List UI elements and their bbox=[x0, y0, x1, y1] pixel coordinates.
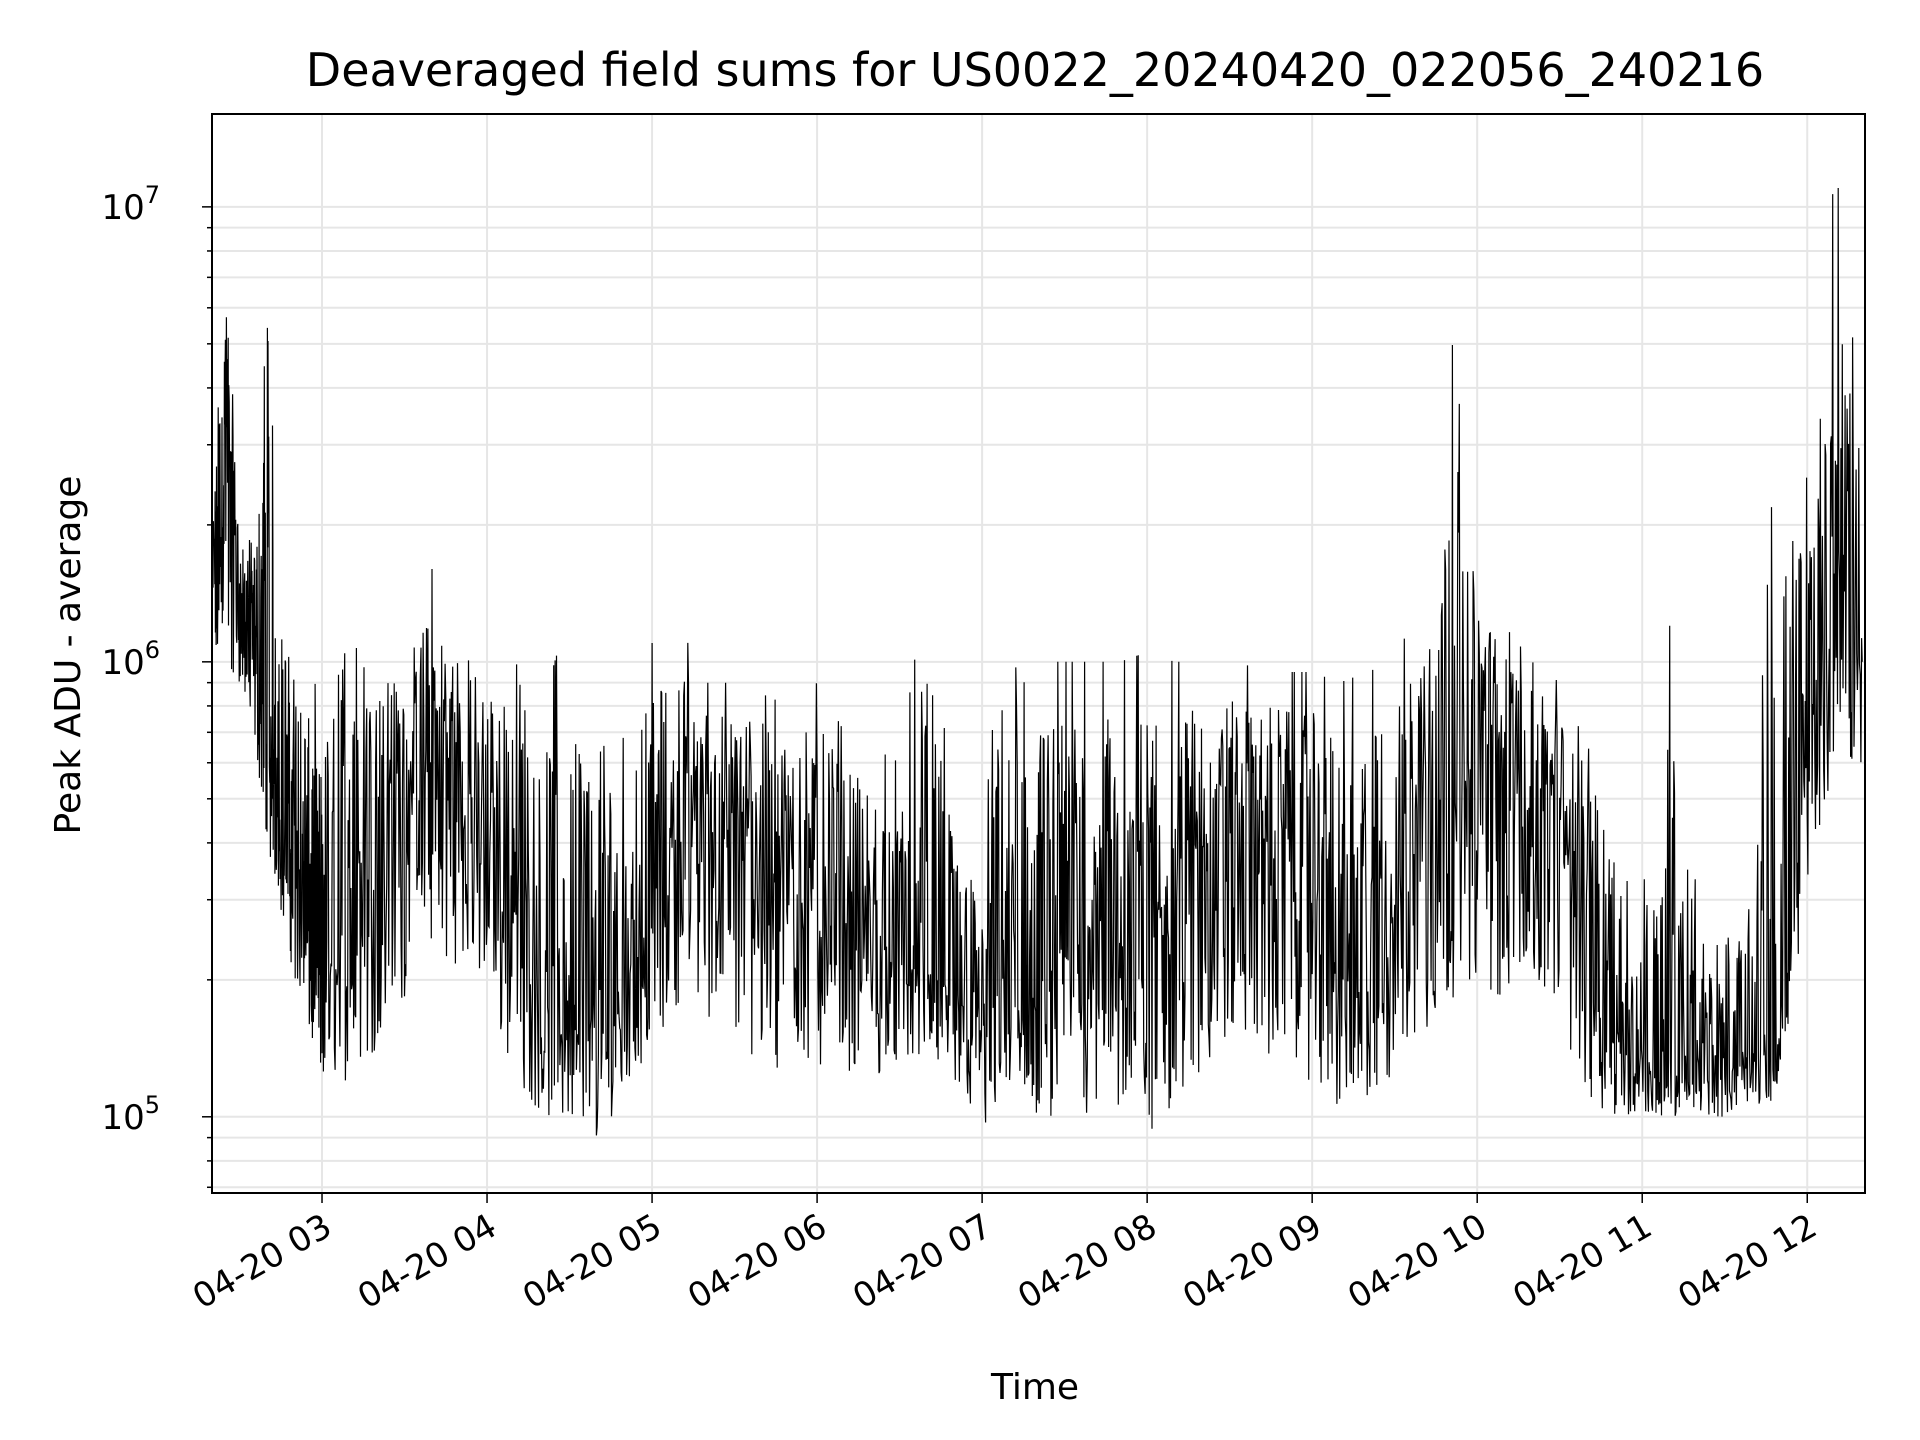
data-point bbox=[1009, 1023, 1011, 1025]
y-tick-label: 106 bbox=[101, 636, 160, 683]
data-point bbox=[706, 798, 708, 800]
data-point bbox=[761, 832, 763, 834]
data-point bbox=[431, 779, 433, 781]
data-point bbox=[679, 819, 681, 821]
data-point bbox=[252, 642, 254, 644]
data-point bbox=[541, 979, 543, 981]
data-point bbox=[1091, 912, 1093, 914]
data-point bbox=[899, 960, 901, 962]
chart-title: Deaveraged field sums for US0022_2024042… bbox=[306, 43, 1764, 97]
data-point bbox=[404, 798, 406, 800]
data-point bbox=[1394, 899, 1396, 901]
data-point bbox=[734, 842, 736, 844]
data-point bbox=[981, 1011, 983, 1013]
data-point bbox=[1834, 609, 1836, 611]
data-point bbox=[954, 989, 956, 991]
data-point bbox=[1724, 1064, 1726, 1066]
data-point bbox=[1586, 868, 1588, 870]
data-point bbox=[1311, 868, 1313, 870]
data-point bbox=[225, 413, 227, 415]
data-series-layer bbox=[211, 187, 1863, 1136]
data-point bbox=[1119, 960, 1121, 962]
data-point bbox=[280, 798, 282, 800]
data-point bbox=[1669, 1080, 1671, 1082]
data-point bbox=[266, 731, 268, 733]
data-point bbox=[1504, 762, 1506, 764]
data-point bbox=[789, 868, 791, 870]
data-point bbox=[624, 979, 626, 981]
data-point bbox=[294, 842, 296, 844]
data-point bbox=[1421, 819, 1423, 821]
data-point bbox=[1256, 842, 1258, 844]
data-point bbox=[1229, 819, 1231, 821]
data-point bbox=[569, 1000, 571, 1002]
data-point bbox=[1201, 868, 1203, 870]
data-point bbox=[1531, 790, 1533, 792]
series-line bbox=[211, 187, 1863, 1136]
y-tick-base: 10 bbox=[101, 1098, 144, 1138]
data-point bbox=[1146, 935, 1148, 937]
data-point bbox=[1476, 755, 1478, 757]
x-axis-label: Time bbox=[990, 1367, 1079, 1408]
y-tick-exponent: 7 bbox=[145, 181, 160, 209]
data-point bbox=[1559, 819, 1561, 821]
data-point bbox=[1614, 1023, 1616, 1025]
y-tick-base: 10 bbox=[101, 188, 144, 228]
data-point bbox=[349, 899, 351, 901]
plot-area-frame bbox=[211, 113, 1866, 1194]
y-tick-label: 105 bbox=[101, 1091, 160, 1138]
data-point bbox=[651, 899, 653, 901]
data-point bbox=[1861, 661, 1863, 663]
data-point bbox=[459, 798, 461, 800]
y-tick-exponent: 5 bbox=[145, 1091, 160, 1119]
data-point bbox=[1036, 1000, 1038, 1002]
data-point bbox=[1751, 1049, 1753, 1051]
data-point bbox=[1449, 779, 1451, 781]
data-point bbox=[1696, 1072, 1698, 1074]
data-point bbox=[816, 886, 818, 888]
data-point bbox=[514, 912, 516, 914]
data-point bbox=[376, 819, 378, 821]
data-point bbox=[844, 912, 846, 914]
data-point bbox=[596, 1023, 598, 1025]
data-point bbox=[239, 609, 241, 611]
data-point bbox=[1641, 1064, 1643, 1066]
data-point bbox=[1064, 935, 1066, 937]
data-point bbox=[307, 935, 309, 937]
y-tick-label: 107 bbox=[101, 181, 160, 228]
data-point bbox=[1366, 1000, 1368, 1002]
y-tick-exponent: 6 bbox=[145, 636, 160, 664]
data-point bbox=[871, 951, 873, 953]
data-point bbox=[486, 819, 488, 821]
data-point bbox=[1339, 960, 1341, 962]
data-point bbox=[1779, 1036, 1781, 1038]
y-tick-base: 10 bbox=[101, 643, 144, 683]
data-point bbox=[1174, 899, 1176, 901]
data-point bbox=[1806, 762, 1808, 764]
data-point bbox=[321, 979, 323, 981]
data-point bbox=[926, 969, 928, 971]
data-point bbox=[1284, 852, 1286, 854]
y-axis-label: Peak ADU - average bbox=[48, 476, 89, 835]
